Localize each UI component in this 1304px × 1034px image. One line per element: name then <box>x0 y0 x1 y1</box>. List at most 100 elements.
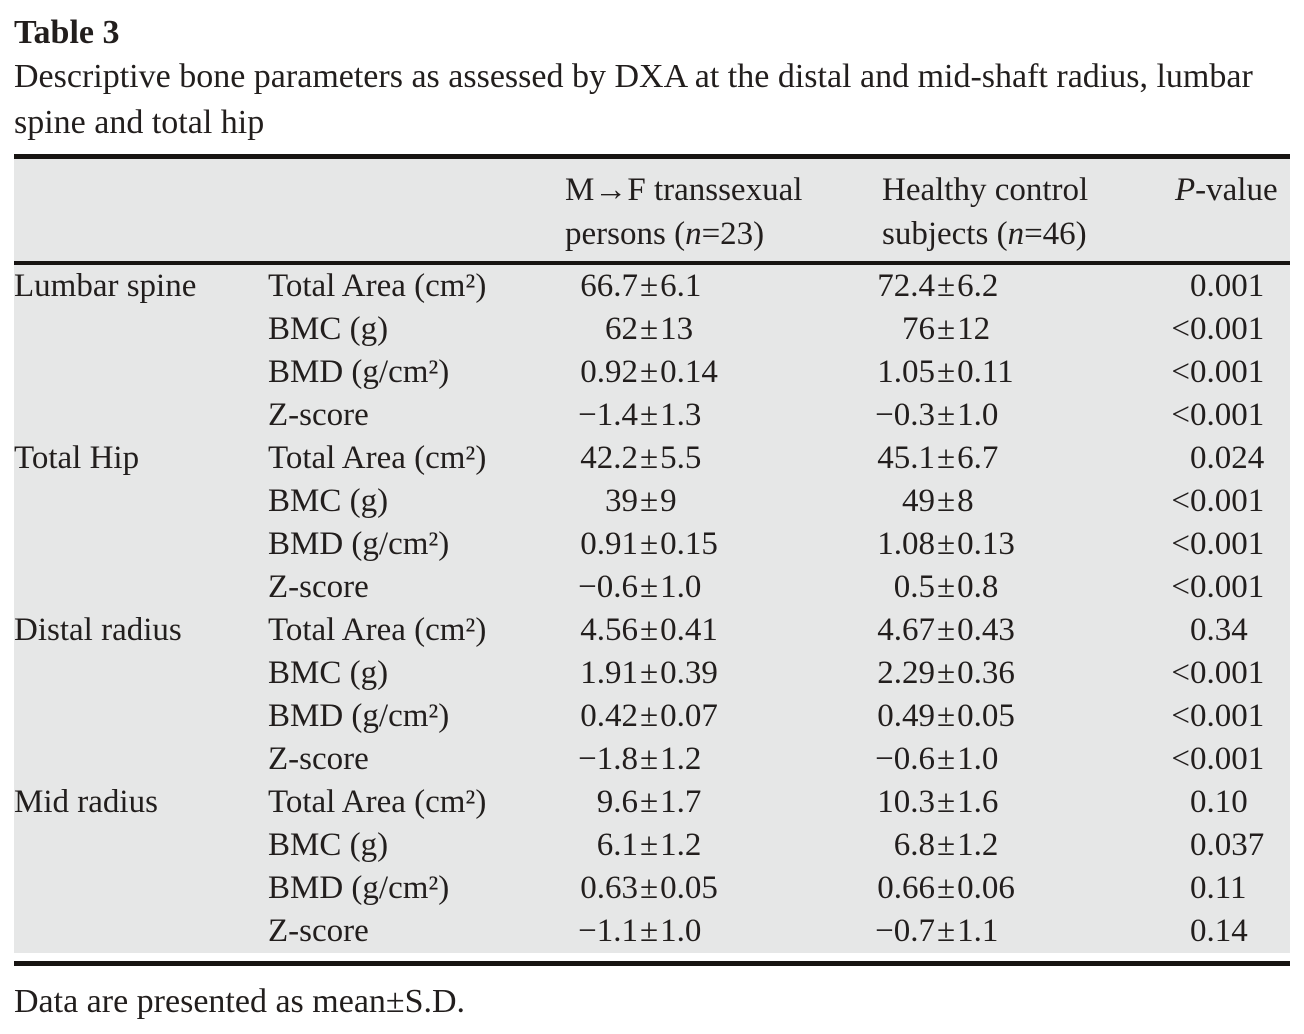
control-value-cell: 0.66 ±0.06 <box>873 867 1168 910</box>
control-value-cell-sd: 0.43 <box>957 612 1015 648</box>
mf-value-cell: 42.2 ±5.5 <box>558 437 873 480</box>
control-value-cell-sd: 0.36 <box>957 655 1015 691</box>
mf-value-cell-sd: 0.14 <box>660 354 718 390</box>
bottom-rule <box>14 961 1290 966</box>
table-row: Distal radius Total Area (cm²) 4.56 ±0.41 4.… <box>14 609 1290 652</box>
site-label <box>14 480 268 523</box>
mf-value-cell: −1.1 ±1.0 <box>558 910 873 953</box>
control-value-cell-sd: 0.13 <box>957 526 1015 562</box>
control-value-cell: 45.1 ±6.7 <box>873 437 1168 480</box>
mf-value-cell-sd: 1.7 <box>660 784 702 820</box>
p-value-cell: 0.11 <box>1168 867 1290 910</box>
data-table: M→F transsexual persons (n=23) Healthy c… <box>14 154 1290 966</box>
p-value: 0.10 <box>1190 784 1248 820</box>
p-value-cell: <0.001 <box>1168 695 1290 738</box>
control-value-cell-mean: 6.8 <box>893 827 935 863</box>
top-rule <box>14 154 1290 159</box>
p-value: 0.001 <box>1190 397 1265 433</box>
control-value-cell-mean: 0.66 <box>877 870 935 906</box>
mf-value-cell-mean: 4.56 <box>580 612 638 648</box>
control-value-cell: 1.05 ±0.11 <box>873 351 1168 394</box>
control-value-cell: 1.08 ±0.13 <box>873 523 1168 566</box>
p-value: 0.001 <box>1190 698 1265 734</box>
table-row: Lumbar spine Total Area (cm²) 66.7 ±6.1 72.4… <box>14 265 1290 308</box>
control-value-cell-sd: 6.7 <box>957 440 999 476</box>
p-value: 0.037 <box>1190 827 1265 863</box>
p-value-cell: <0.001 <box>1168 523 1290 566</box>
p-value: 0.11 <box>1190 870 1247 906</box>
mf-value-cell: 9.6 ±1.7 <box>558 781 873 824</box>
control-value-cell-mean: 1.05 <box>877 354 935 390</box>
mf-value-cell-sd: 0.05 <box>660 870 718 906</box>
mf-value-cell-sd: 13 <box>660 311 694 347</box>
p-value: 0.001 <box>1190 354 1265 390</box>
control-value-cell-sd: 0.06 <box>957 870 1015 906</box>
control-value-cell-mean: 76 <box>902 311 935 347</box>
control-value-cell-sd: 1.2 <box>957 827 999 863</box>
plus-minus-sign: ± <box>640 311 659 347</box>
plus-minus-sign: ± <box>640 698 659 734</box>
site-label <box>14 867 268 910</box>
mf-value-cell: 66.7 ±6.1 <box>558 265 873 308</box>
mf-value-cell-mean: 9.6 <box>596 784 638 820</box>
plus-minus-sign: ± <box>937 483 956 519</box>
control-value-cell-sd: 1.0 <box>957 741 999 777</box>
control-value-cell-mean: 10.3 <box>877 784 935 820</box>
p-value-cell: <0.001 <box>1168 652 1290 695</box>
mf-value-cell-mean: 1.91 <box>580 655 638 691</box>
p-value-cell: <0.001 <box>1168 394 1290 437</box>
table-row: BMD (g/cm²) 0.42 ±0.07 0.49 ±0.05 <0.001 <box>14 695 1290 738</box>
header-control-group: Healthy control subjects (n=46) <box>882 172 1089 252</box>
less-than-sign: < <box>1171 698 1190 734</box>
plus-minus-sign: ± <box>937 870 956 906</box>
mf-value-cell-sd: 9 <box>660 483 677 519</box>
site-label <box>14 394 268 437</box>
parameter-label: BMD (g/cm²) <box>268 698 450 734</box>
control-value-cell-mean: 49 <box>902 483 935 519</box>
control-value-cell-sd: 1.6 <box>957 784 999 820</box>
table-body: Lumbar spine Total Area (cm²) 66.7 ±6.1 72.4… <box>14 265 1290 953</box>
less-than-sign <box>1170 824 1190 867</box>
control-value-cell-sd: 0.05 <box>957 698 1015 734</box>
p-value: 0.14 <box>1190 913 1248 949</box>
plus-minus-sign: ± <box>640 483 659 519</box>
p-value: 0.001 <box>1190 569 1265 605</box>
p-value-cell: 0.34 <box>1168 609 1290 652</box>
parameter-label: BMD (g/cm²) <box>268 354 450 390</box>
table-caption: Table 3 Descriptive bone parameters as a… <box>14 12 1290 146</box>
plus-minus-sign: ± <box>937 397 956 433</box>
less-than-sign: < <box>1171 526 1190 562</box>
mf-value-cell-sd: 5.5 <box>660 440 702 476</box>
table-row: Z-score −0.6 ±1.0 0.5 ±0.8 <0.001 <box>14 566 1290 609</box>
p-value-cell: <0.001 <box>1168 351 1290 394</box>
mf-value-cell-sd: 0.39 <box>660 655 718 691</box>
mf-value-cell-sd: 0.15 <box>660 526 718 562</box>
control-value-cell: 49 ±8 <box>873 480 1168 523</box>
site-label <box>14 351 268 394</box>
header-site-spacer <box>14 159 268 168</box>
control-value-cell-mean: 0.5 <box>893 569 935 605</box>
table-row: BMD (g/cm²) 0.91 ±0.15 1.08 ±0.13 <0.001 <box>14 523 1290 566</box>
table-row: Z-score −1.8 ±1.2 −0.6 ±1.0 <0.001 <box>14 738 1290 781</box>
site-label <box>14 738 268 781</box>
table-row: BMD (g/cm²) 0.63 ±0.05 0.66 ±0.06 0.11 <box>14 867 1290 910</box>
mf-value-cell-mean: 0.42 <box>580 698 638 734</box>
mf-value-cell: 0.91 ±0.15 <box>558 523 873 566</box>
site-label: Distal radius <box>14 612 182 648</box>
control-value-cell-sd: 0.8 <box>957 569 999 605</box>
mf-value-cell: −1.4 ±1.3 <box>558 394 873 437</box>
plus-minus-sign: ± <box>640 827 659 863</box>
table-row: Z-score −1.4 ±1.3 −0.3 ±1.0 <0.001 <box>14 394 1290 437</box>
control-value-cell: 2.29 ±0.36 <box>873 652 1168 695</box>
p-value: 0.001 <box>1190 741 1265 777</box>
control-value-cell-sd: 0.11 <box>957 354 1014 390</box>
mf-value-cell-mean: 0.92 <box>580 354 638 390</box>
table-row: BMC (g) 39 ±9 49 ±8 <0.001 <box>14 480 1290 523</box>
plus-minus-sign: ± <box>640 612 659 648</box>
p-value-cell: 0.024 <box>1168 437 1290 480</box>
table-header-row: M→F transsexual persons (n=23) Healthy c… <box>14 159 1290 261</box>
less-than-sign: < <box>1171 741 1190 777</box>
bottom-gap <box>14 953 1290 961</box>
table-row: Z-score −1.1 ±1.0 −0.7 ±1.1 0.14 <box>14 910 1290 953</box>
plus-minus-sign: ± <box>937 268 956 304</box>
